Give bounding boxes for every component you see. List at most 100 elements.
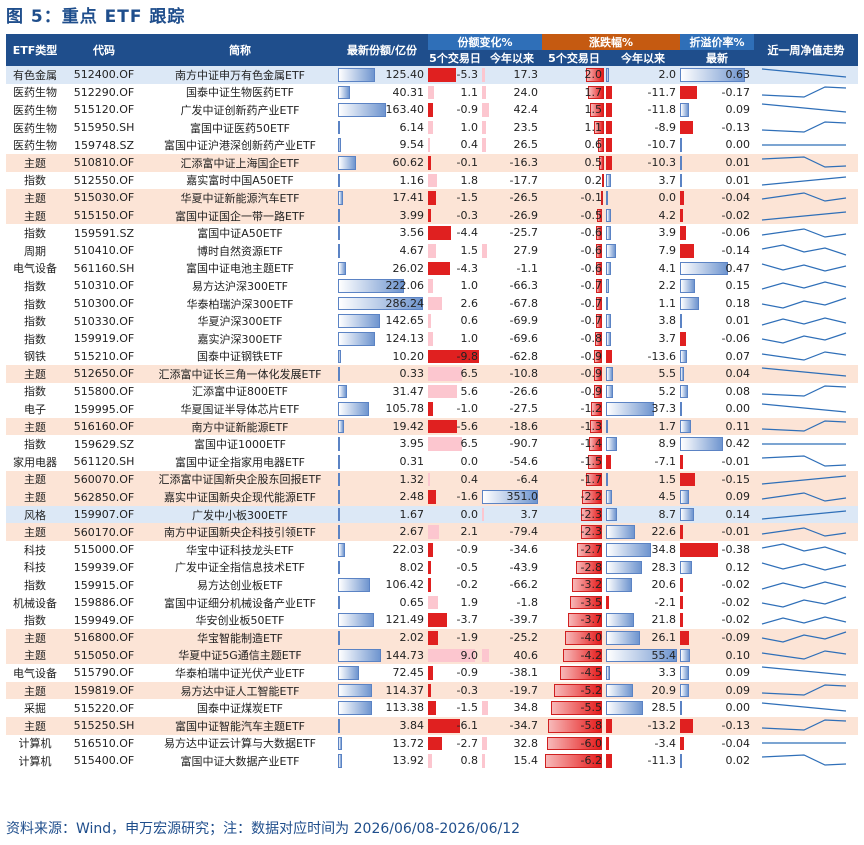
cell-change-ytd-bar xyxy=(606,595,609,610)
table-row: 主题 515050.OF 华夏中证5G通信主题ETF 144.73 9.0 40.6 -4.… xyxy=(6,646,858,665)
trend-sparkline xyxy=(761,754,847,767)
cell-change-ytd-value: 3.9 xyxy=(658,226,677,240)
table-row: 电气设备 515790.OF 华泰柏瑞中证光伏产业ETF 72.45 -0.9 -38.1… xyxy=(6,664,858,682)
cell-share-5d-bar xyxy=(428,648,475,663)
cell-type: 主题 xyxy=(6,153,64,172)
cell-code: 510310.OF xyxy=(73,279,135,293)
cell-shares: 0.31 xyxy=(336,453,428,471)
cell-trend xyxy=(754,400,858,418)
cell-share-5d-value: 0.0 xyxy=(460,507,479,521)
cell-shares: 2.02 xyxy=(336,629,428,647)
cell-premium: -0.38 xyxy=(680,541,754,559)
cell-share-ytd-value: -26.6 xyxy=(509,384,538,398)
cell-share-ytd-value: -18.6 xyxy=(509,419,538,433)
cell-change-5d-bar xyxy=(593,384,602,399)
trend-line xyxy=(761,562,847,571)
cell-change-ytd-value: 37.3 xyxy=(651,402,677,416)
cell-change-ytd-value: -11.3 xyxy=(647,754,676,768)
cell-shares-value: 0.33 xyxy=(399,367,425,381)
trend-line xyxy=(761,719,847,731)
cell-change-5d-value: -2.3 xyxy=(580,507,602,521)
cell-type: 指数 xyxy=(24,227,46,241)
cell-share-5d-value: -2.7 xyxy=(456,736,478,750)
trend-sparkline xyxy=(761,420,847,432)
cell-change-5d-bar xyxy=(588,85,604,100)
cell-change-ytd: 7.9 xyxy=(606,242,680,260)
trend-sparkline xyxy=(761,156,847,168)
table-row: 科技 515000.OF 华宝中证科技龙头ETF 22.03 -0.9 -34.6 -2.7… xyxy=(6,541,858,559)
trend-line xyxy=(761,86,847,98)
cell-shares-value: 13.72 xyxy=(392,736,425,750)
trend-sparkline xyxy=(761,719,847,731)
cell-premium: 0.14 xyxy=(680,505,754,524)
cell-change-ytd-value: 28.5 xyxy=(651,701,677,715)
cell-change-ytd-value: 3.7 xyxy=(658,331,677,345)
trend-sparkline xyxy=(761,351,847,361)
trend-line xyxy=(761,385,847,397)
cell-code: 515400.OF xyxy=(73,754,135,768)
cell-share-5d: -0.9 xyxy=(428,664,482,682)
trend-sparkline xyxy=(761,385,847,397)
cell-share-5d: -5.3 xyxy=(428,66,482,84)
cell-share-ytd: -66.2 xyxy=(482,576,542,594)
cell-share-5d: -0.1 xyxy=(428,153,482,172)
cell-shares: 40.31 xyxy=(336,84,428,102)
cell-premium-value: 0.02 xyxy=(725,754,751,768)
cell-change-5d-bar xyxy=(590,419,602,434)
cell-shares-value: 114.37 xyxy=(385,683,425,697)
cell-shares: 1.67 xyxy=(336,505,428,524)
cell-change-ytd: -8.9 xyxy=(606,119,680,137)
cell-change-ytd-bar xyxy=(606,525,636,540)
cell-shares-value: 17.41 xyxy=(392,191,425,205)
cell-share-ytd: -69.9 xyxy=(482,312,542,330)
trend-line xyxy=(761,121,847,133)
cell-premium-bar xyxy=(680,314,682,328)
cell-share-5d-value: -5.6 xyxy=(456,419,478,433)
cell-premium-bar xyxy=(680,648,691,663)
cell-name: 华泰柏瑞中证光伏产业ETF xyxy=(175,666,305,680)
cell-name: 汇添富中证上海国企ETF xyxy=(144,153,336,172)
cell-share-ytd-value: -26.9 xyxy=(509,208,538,222)
table-row: 指数 512550.OF 嘉实富时中国A50ETF 1.16 1.8 -17.7 0.2 3.… xyxy=(6,172,858,190)
cell-shares-bar xyxy=(338,718,340,733)
cell-change-5d: -6.2 xyxy=(542,752,606,770)
cell-shares-bar xyxy=(338,507,340,522)
cell-shares: 19.42 xyxy=(336,417,428,436)
cell-share-5d-bar xyxy=(428,120,434,135)
cell-change-ytd-bar xyxy=(606,279,609,293)
cell-shares-value: 9.54 xyxy=(399,138,425,152)
cell-premium-bar xyxy=(680,595,683,610)
cell-premium: -0.01 xyxy=(680,523,754,542)
table-row: 主题 516800.OF 华宝智能制造ETF 2.02 -1.9 -25.2 -4.0 26.… xyxy=(6,629,858,647)
cell-share-5d-value: -0.9 xyxy=(456,543,478,557)
cell-share-5d-value: -0.1 xyxy=(456,155,478,169)
cell-shares-bar xyxy=(338,754,343,768)
cell-trend xyxy=(754,541,858,559)
cell-shares-bar xyxy=(338,208,340,223)
cell-change-ytd-value: 4.5 xyxy=(658,490,677,504)
cell-share-5d-bar xyxy=(428,243,436,258)
cell-trend xyxy=(754,172,858,190)
cell-shares-value: 40.31 xyxy=(392,85,425,99)
cell-share-ytd: 3.7 xyxy=(482,505,542,524)
cell-change-5d: -6.0 xyxy=(542,735,606,753)
cell-shares-value: 163.40 xyxy=(385,103,425,117)
cell-type: 周期 xyxy=(24,244,46,258)
cell-change-ytd-bar xyxy=(606,120,612,135)
cell-share-ytd: -16.3 xyxy=(482,153,542,172)
cell-trend xyxy=(754,277,858,295)
cell-change-ytd-value: -2.1 xyxy=(654,595,676,609)
trend-line xyxy=(761,420,847,432)
cell-code: 159949.OF xyxy=(73,613,135,627)
cell-premium: 0.09 xyxy=(680,681,754,700)
cell-share-5d: 5.6 xyxy=(428,383,482,401)
cell-share-5d-value: 1.0 xyxy=(460,331,479,345)
cell-share-5d-bar xyxy=(428,226,451,240)
cell-change-5d-value: -1.3 xyxy=(580,419,602,433)
cell-premium: -0.04 xyxy=(680,189,754,207)
cell-share-5d: 6.5 xyxy=(428,365,482,383)
cell-shares-value: 2.67 xyxy=(399,525,425,539)
table-row: 计算机 515400.OF 富国中证大数据产业ETF 13.92 0.8 15.4 -6.2… xyxy=(6,752,858,770)
trend-line xyxy=(761,616,847,625)
cell-share-ytd: 351.0 xyxy=(482,488,542,506)
